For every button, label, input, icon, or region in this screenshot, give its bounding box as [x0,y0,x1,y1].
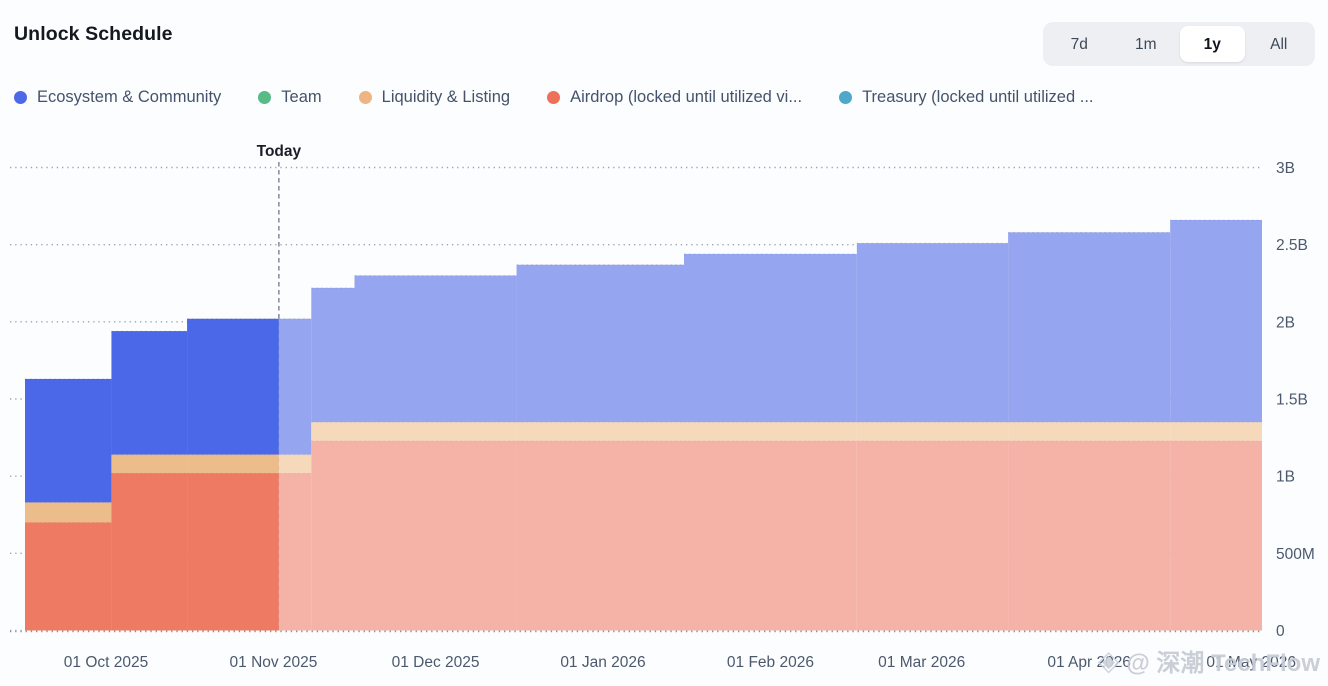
area-airdrop-future [354,440,517,631]
x-axis-tick-label: 01 May 2026 [1206,654,1296,671]
x-axis-tick-label: 01 Feb 2026 [727,654,814,671]
area-airdrop-future [516,440,685,631]
x-axis-tick-label: 01 Jan 2026 [560,654,645,671]
legend-label: Team [281,88,322,106]
area-ecosystem-future [278,318,312,455]
area-airdrop-past [187,473,279,631]
area-liquidity-future [684,422,857,441]
area-airdrop-future [1008,440,1171,631]
area-airdrop-past [111,473,188,631]
area-liquidity-future [278,454,312,474]
area-ecosystem-future [684,253,857,423]
area-ecosystem-future [856,243,1009,423]
area-liquidity-future [1008,422,1171,441]
legend-label: Ecosystem & Community [37,88,222,106]
area-airdrop-future [1170,440,1262,631]
y-axis-tick-label: 500M [1276,546,1315,563]
area-ecosystem-past [187,318,279,455]
range-selector: 7d 1m 1y All [1043,22,1315,66]
area-liquidity-future [1170,422,1262,441]
x-axis-tick-label: 01 Apr 2026 [1047,654,1131,671]
area-ecosystem-future [354,275,517,423]
y-axis-tick-label: 2B [1276,314,1295,331]
legend-item-treasury[interactable]: Treasury (locked until utilized ... [839,88,1094,107]
range-button-all[interactable]: All [1247,26,1312,62]
y-axis-tick-label: 0 [1276,623,1285,640]
area-liquidity-past [111,454,188,474]
x-axis-tick-label: 01 Nov 2025 [230,654,318,671]
today-label: Today [257,143,302,160]
legend-swatch-treasury [839,91,853,104]
legend-item-team[interactable]: Team [258,88,322,107]
area-airdrop-future [856,440,1009,631]
area-airdrop-future [311,440,355,631]
chart-legend: Ecosystem & Community Team Liquidity & Lis… [14,88,1318,107]
area-ecosystem-past [111,331,188,455]
area-ecosystem-past [25,378,112,503]
legend-swatch-liquidity [358,91,372,104]
legend-label: Airdrop (locked until utilized vi... [570,88,803,106]
page-title: Unlock Schedule [14,23,173,45]
range-button-1y[interactable]: 1y [1180,26,1245,62]
area-ecosystem-future [311,287,355,423]
area-airdrop-future [684,440,857,631]
area-liquidity-future [354,422,517,441]
legend-item-airdrop[interactable]: Airdrop (locked until utilized vi... [547,88,802,107]
legend-swatch-airdrop [547,91,561,104]
y-axis-tick-label: 1B [1276,469,1295,486]
area-liquidity-future [516,422,685,441]
area-airdrop-past [25,522,112,631]
legend-swatch-ecosystem [14,91,27,104]
area-liquidity-past [187,454,279,474]
legend-swatch-team [258,91,272,104]
legend-item-ecosystem[interactable]: Ecosystem & Community [14,88,221,107]
area-ecosystem-future [516,264,685,423]
range-button-1m[interactable]: 1m [1114,26,1179,62]
x-axis-tick-label: 01 Mar 2026 [878,654,965,671]
legend-item-liquidity[interactable]: Liquidity & Listing [358,88,511,107]
y-axis-tick-label: 3B [1276,160,1295,177]
unlock-schedule-chart[interactable]: 0 500M 1B 1.5B 2B 2.5B 3B Today 01 Oct 2025 01 No… [0,135,1328,686]
y-axis-tick-label: 2.5B [1276,237,1308,254]
x-axis-tick-label: 01 Dec 2025 [392,654,480,671]
x-axis-tick-label: 01 Oct 2025 [64,654,148,671]
area-liquidity-future [311,422,355,441]
area-airdrop-future [278,473,312,631]
area-ecosystem-future [1170,219,1262,423]
legend-label: Liquidity & Listing [381,88,511,106]
y-axis-tick-label: 1.5B [1276,392,1308,409]
area-liquidity-future [856,422,1009,441]
area-liquidity-past [25,502,112,523]
area-ecosystem-future [1008,232,1171,423]
range-button-7d[interactable]: 7d [1047,26,1112,62]
legend-label: Treasury (locked until utilized ... [862,88,1094,106]
